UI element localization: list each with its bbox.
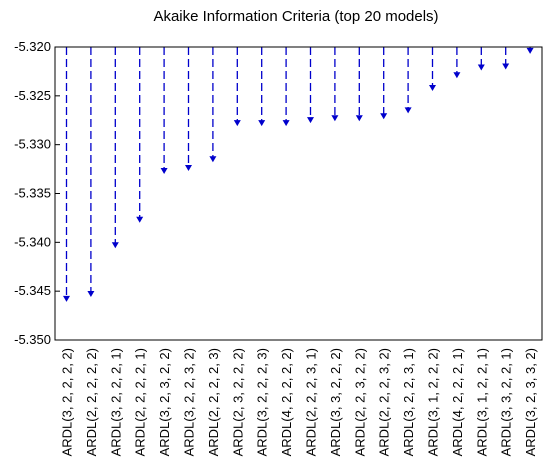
drop-line <box>307 47 314 124</box>
x-axis-labels: ARDL(3, 2, 2, 2, 2) ARDL(2, 2, 2, 2, 2) AR… <box>60 348 539 456</box>
x-category-label: ARDL(2, 2, 2, 2, 2) <box>84 348 99 456</box>
drop-line <box>526 47 534 54</box>
drop-line-arrowhead <box>282 120 290 127</box>
y-tick-label: -5.350 <box>14 332 51 347</box>
x-category-label: ARDL(3, 2, 2, 3, 1) <box>401 348 416 456</box>
drop-line <box>502 47 510 70</box>
drop-line-arrowhead <box>502 63 510 70</box>
drop-line-arrowhead <box>380 113 388 120</box>
x-category-label: ARDL(3, 2, 2, 2, 2) <box>60 348 75 456</box>
drop-line <box>258 47 266 127</box>
drop-line <box>429 47 436 91</box>
drop-line <box>233 47 241 127</box>
drop-line-arrowhead <box>429 84 436 91</box>
drop-line-arrowhead <box>355 115 363 122</box>
drop-line <box>87 47 95 298</box>
drop-line-arrowhead <box>404 107 412 114</box>
chart-title: Akaike Information Criteria (top 20 mode… <box>153 8 438 25</box>
x-category-label: ARDL(3, 2, 3, 2, 2) <box>157 348 172 456</box>
drop-line-arrowhead <box>209 156 217 163</box>
drop-line <box>185 47 192 172</box>
x-category-label: ARDL(2, 2, 2, 2, 1) <box>133 348 148 456</box>
y-tick-label: -5.325 <box>14 88 51 103</box>
drop-line <box>160 47 168 174</box>
x-category-label: ARDL(3, 3, 2, 2, 1) <box>499 348 514 456</box>
drop-line-arrowhead <box>526 47 534 54</box>
x-category-label: ARDL(3, 1, 2, 2, 2) <box>426 348 441 456</box>
drop-line <box>111 47 119 249</box>
drop-line-arrowhead <box>111 242 119 249</box>
x-category-label: ARDL(2, 2, 2, 3, 1) <box>304 348 319 456</box>
y-tick-label: -5.330 <box>14 137 51 152</box>
drop-line <box>63 47 70 302</box>
drop-line-arrowhead <box>136 216 144 223</box>
drop-line <box>380 47 388 120</box>
x-category-label: ARDL(4, 2, 2, 2, 1) <box>450 348 465 456</box>
drop-line <box>282 47 290 127</box>
y-tick-label: -5.335 <box>14 186 51 201</box>
drop-line-arrowhead <box>87 291 95 298</box>
data-series <box>63 47 534 302</box>
drop-line-arrowhead <box>453 72 461 79</box>
x-category-label: ARDL(2, 3, 2, 2, 2) <box>230 348 245 456</box>
drop-line <box>477 47 485 71</box>
drop-line <box>453 47 461 79</box>
x-category-label: ARDL(3, 3, 2, 2, 2) <box>328 348 343 456</box>
drop-line <box>331 47 339 122</box>
drop-line-arrowhead <box>185 165 192 172</box>
drop-line-arrowhead <box>307 117 314 124</box>
drop-line-arrowhead <box>331 115 339 122</box>
drop-line <box>404 47 412 114</box>
x-category-label: ARDL(3, 2, 3, 3, 2) <box>523 348 538 456</box>
x-category-label: ARDL(4, 2, 2, 2, 2) <box>279 348 294 456</box>
x-category-label: ARDL(3, 2, 2, 2, 3) <box>255 348 270 456</box>
drop-line <box>355 47 363 122</box>
y-tick-label: -5.340 <box>14 234 51 249</box>
x-category-label: ARDL(2, 2, 2, 3, 2) <box>377 348 392 456</box>
y-axis: -5.320 -5.325 -5.330 -5.335 -5.340 -5.345 -5.3… <box>14 39 60 347</box>
drop-line-arrowhead <box>63 295 70 302</box>
y-tick-label: -5.320 <box>14 39 51 54</box>
drop-line-arrowhead <box>160 167 168 174</box>
drop-line-arrowhead <box>477 64 485 71</box>
plot-frame <box>54 46 543 341</box>
drop-line-arrowhead <box>258 120 266 127</box>
x-category-label: ARDL(2, 2, 3, 2, 2) <box>352 348 367 456</box>
x-category-label: ARDL(3, 1, 2, 2, 1) <box>474 348 489 456</box>
x-category-label: ARDL(2, 2, 2, 2, 3) <box>206 348 221 456</box>
drop-line-arrowhead <box>233 120 241 127</box>
drop-line <box>136 47 144 223</box>
y-tick-label: -5.345 <box>14 283 51 298</box>
x-category-label: ARDL(3, 2, 2, 2, 1) <box>108 348 123 456</box>
x-category-label: ARDL(3, 2, 2, 3, 2) <box>182 348 197 456</box>
drop-line <box>209 47 217 163</box>
